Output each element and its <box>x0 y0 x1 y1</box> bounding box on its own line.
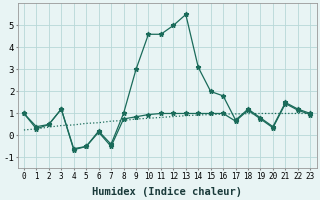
X-axis label: Humidex (Indice chaleur): Humidex (Indice chaleur) <box>92 186 242 197</box>
